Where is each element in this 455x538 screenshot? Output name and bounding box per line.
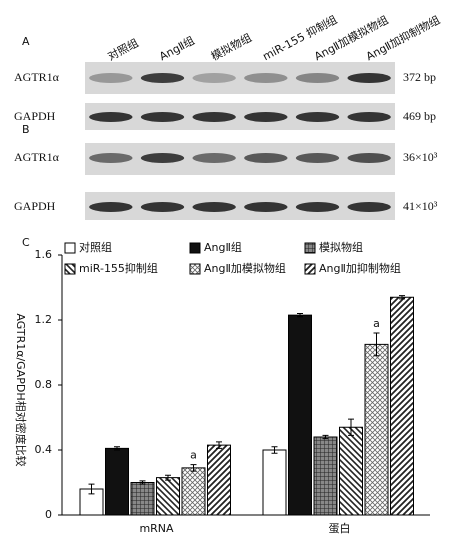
blot-band xyxy=(347,153,390,163)
size-label: 372 bp xyxy=(403,70,436,84)
blot-band xyxy=(244,202,287,212)
blot-band xyxy=(141,73,184,83)
legend-swatch xyxy=(190,243,200,253)
legend-swatch xyxy=(65,243,75,253)
annotation: a xyxy=(190,449,197,462)
size-label: 469 bp xyxy=(403,109,436,123)
y-axis-label: AGTR1α/GAPDH相对密度比较 xyxy=(14,313,28,466)
figure: A B C 对照组AngⅡ组模拟物组miR-155 抑制组AngⅡ加模拟物组An… xyxy=(0,0,455,538)
blot-band xyxy=(192,202,235,212)
legend-swatch xyxy=(65,264,75,274)
blot-band xyxy=(89,202,132,212)
panel-label: C xyxy=(22,236,30,249)
blot-band xyxy=(296,202,339,212)
blot-band xyxy=(347,73,390,83)
bar xyxy=(106,448,129,515)
blot-band xyxy=(141,112,184,122)
lane-label: 对照组 xyxy=(105,35,141,63)
legend-label: AngⅡ组 xyxy=(204,240,242,254)
blot-band xyxy=(89,112,132,122)
row-label: AGTR1α xyxy=(14,150,60,164)
bar xyxy=(182,468,205,515)
legend-swatch xyxy=(305,243,315,253)
lane-label: AngⅡ组 xyxy=(157,33,197,63)
legend-label: miR-155抑制组 xyxy=(79,261,158,275)
blot-band xyxy=(192,112,235,122)
lane-label: 模拟物组 xyxy=(208,30,253,63)
blot-band xyxy=(244,112,287,122)
bar xyxy=(208,445,231,515)
size-label: 36×10³ xyxy=(403,150,438,164)
bar xyxy=(365,344,388,515)
blot-band xyxy=(244,153,287,163)
bar xyxy=(157,478,180,515)
row-label: AGTR1α xyxy=(14,70,60,84)
blot-band xyxy=(347,202,390,212)
size-label: 41×10³ xyxy=(403,199,438,213)
y-tick-label: 1.6 xyxy=(35,248,53,261)
y-tick-label: 0.8 xyxy=(35,378,53,391)
x-tick-label: 蛋白 xyxy=(329,521,351,535)
legend-swatch xyxy=(305,264,315,274)
bar xyxy=(263,450,286,515)
y-tick-label: 0 xyxy=(45,508,52,521)
bar xyxy=(340,427,363,515)
y-tick-label: 0.4 xyxy=(35,443,53,456)
bar xyxy=(391,297,414,515)
row-label: GAPDH xyxy=(14,199,56,213)
legend-label: AngⅡ加抑制物组 xyxy=(319,261,401,275)
blot-band xyxy=(141,153,184,163)
blot-band xyxy=(296,153,339,163)
bar xyxy=(131,483,154,516)
panel-label: A xyxy=(22,35,30,48)
legend-label: AngⅡ加模拟物组 xyxy=(204,261,286,275)
blot-band xyxy=(89,73,132,83)
blot-band xyxy=(141,202,184,212)
bar xyxy=(289,315,312,515)
blot-band xyxy=(192,73,235,83)
row-label: GAPDH xyxy=(14,109,56,123)
blot-band xyxy=(89,153,132,163)
blot-band xyxy=(347,112,390,122)
y-tick-label: 1.2 xyxy=(35,313,53,326)
bar xyxy=(314,437,337,515)
x-tick-label: mRNA xyxy=(139,522,174,535)
panel-label: B xyxy=(22,123,30,136)
legend-label: 对照组 xyxy=(79,240,112,254)
annotation: a xyxy=(373,317,380,330)
blot-band xyxy=(244,73,287,83)
blot-band xyxy=(296,112,339,122)
legend-swatch xyxy=(190,264,200,274)
legend-label: 模拟物组 xyxy=(319,240,363,254)
blot-band xyxy=(192,153,235,163)
blot-band xyxy=(296,73,339,83)
